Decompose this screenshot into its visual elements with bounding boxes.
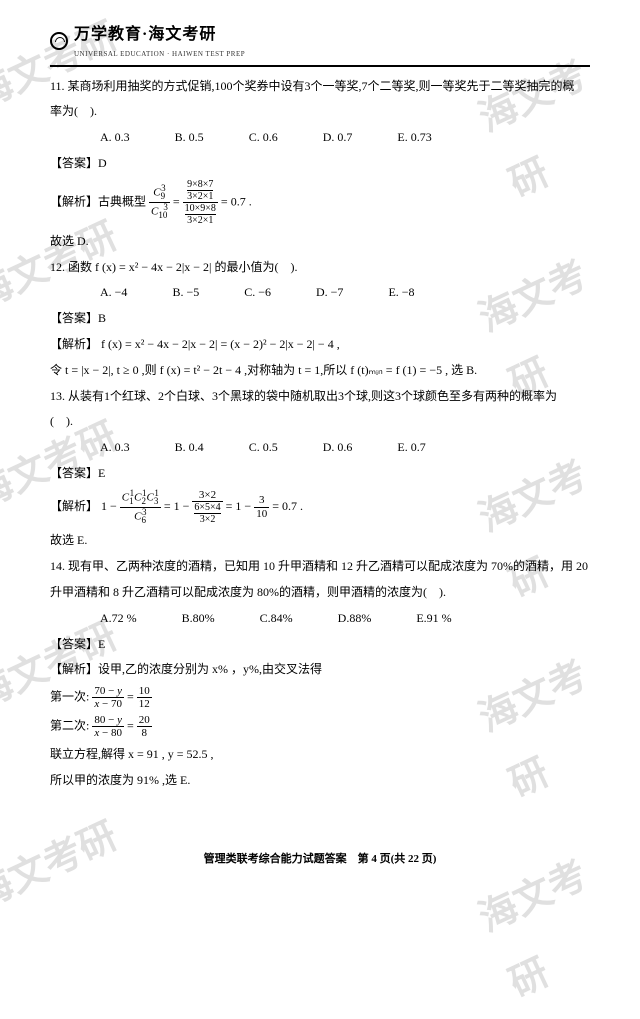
q11-expl-end: = 0.7 . — [221, 194, 252, 208]
q13-options: A. 0.3 B. 0.4 C. 0.5 D. 0.6 E. 0.7 — [50, 436, 590, 459]
q14-eq1: 第一次: 70 − yx − 70 = 1012 — [50, 685, 590, 710]
q14-final: 所以甲的浓度为 91% ,选 E. — [50, 769, 590, 792]
q14-options: A.72 % B.80% C.84% D.88% E.91 % — [50, 607, 590, 630]
q11-options: A. 0.3 B. 0.5 C. 0.6 D. 0.7 E. 0.73 — [50, 126, 590, 149]
q13-expl-end: = 0.7 . — [272, 499, 303, 513]
q12-opt-c: C. −6 — [244, 281, 271, 304]
q11-explanation: 【解析】古典概型 C93C103 = 9×8×73×2×110×9×83×2×1… — [50, 179, 590, 226]
q12-opt-d: D. −7 — [316, 281, 343, 304]
brand-logo — [50, 32, 68, 50]
q14-opt-d: D.88% — [338, 607, 372, 630]
q13-text2: ( ). — [50, 410, 590, 433]
q13-expl-label: 【解析】 — [50, 499, 98, 513]
q13-opt-a: A. 0.3 — [100, 436, 130, 459]
q14-solve: 联立方程,解得 x = 91 , y = 52.5 , — [50, 743, 590, 766]
q11-opt-c: C. 0.6 — [249, 126, 278, 149]
brand-subtitle: UNIVERSAL EDUCATION · HAIWEN TEST PREP — [74, 48, 245, 61]
q14-text: 14. 现有甲、乙两种浓度的酒精，已知用 10 升甲酒精和 12 升乙酒精可以配… — [50, 555, 590, 578]
q12-opt-a: A. −4 — [100, 281, 127, 304]
q12-options: A. −4 B. −5 C. −6 D. −7 E. −8 — [50, 281, 590, 304]
q14-line1-label: 第一次: — [50, 689, 89, 703]
q13-expl-pre: 1 − — [101, 499, 117, 513]
q13-opt-d: D. 0.6 — [323, 436, 353, 459]
q12-answer: 【答案】B — [50, 307, 590, 330]
q12-explanation: 【解析】 f (x) = x² − 4x − 2|x − 2| = (x − 2… — [50, 333, 590, 356]
q13-opt-b: B. 0.4 — [175, 436, 204, 459]
q12-opt-e: E. −8 — [388, 281, 414, 304]
q11-opt-d: D. 0.7 — [323, 126, 353, 149]
q13-conclusion: 故选 E. — [50, 529, 590, 552]
q11-text: 11. 某商场利用抽奖的方式促销,100个奖券中设有3个一等奖,7个二等奖,则一… — [50, 75, 590, 98]
q14-line2-label: 第二次: — [50, 719, 89, 733]
q14-eq2: 第二次: 80 − yx − 80 = 208 — [50, 714, 590, 739]
q14-explanation: 【解析】设甲,乙的浓度分别为 x% ，y%,由交叉法得 — [50, 658, 590, 681]
page-footer: 管理类联考综合能力试题答案 第 4 页(共 22 页) — [0, 849, 640, 870]
q14-answer: 【答案】E — [50, 633, 590, 656]
q12-opt-b: B. −5 — [172, 281, 199, 304]
q14-opt-c: C.84% — [260, 607, 293, 630]
q12-explanation2: 令 t = |x − 2|, t ≥ 0 ,则 f (x) = t² − 2t … — [50, 359, 590, 382]
q14-text2: 升甲酒精和 8 升乙酒精可以配成浓度为 80%的酒精，则甲酒精的浓度为( ). — [50, 581, 590, 604]
q11-conclusion: 故选 D. — [50, 230, 590, 253]
q13-opt-c: C. 0.5 — [249, 436, 278, 459]
q13-answer: 【答案】E — [50, 462, 590, 485]
page-header: 万学教育·海文考研 UNIVERSAL EDUCATION · HAIWEN T… — [50, 20, 590, 67]
q13-opt-e: E. 0.7 — [397, 436, 425, 459]
q14-opt-b: B.80% — [182, 607, 215, 630]
q11-expl-label: 【解析】古典概型 — [50, 194, 146, 208]
q12-text: 12. 函数 f (x) = x² − 4x − 2|x − 2| 的最小值为(… — [50, 256, 590, 279]
q13-expl-mid: = 1 − — [164, 499, 190, 513]
q11-opt-b: B. 0.5 — [175, 126, 204, 149]
q14-opt-a: A.72 % — [100, 607, 137, 630]
q13-expl-mid2: = 1 − — [226, 499, 252, 513]
q14-opt-e: E.91 % — [416, 607, 451, 630]
q11-opt-a: A. 0.3 — [100, 126, 130, 149]
brand-name: 万学教育·海文考研 — [74, 20, 245, 50]
q11-answer: 【答案】D — [50, 152, 590, 175]
q13-text: 13. 从装有1个红球、2个白球、3个黑球的袋中随机取出3个球,则这3个球颜色至… — [50, 385, 590, 408]
q11-opt-e: E. 0.73 — [397, 126, 431, 149]
q11-text2: 率为( ). — [50, 100, 590, 123]
q13-explanation: 【解析】 1 − C11C21C31C63 = 1 − 3×26×5×43×2 … — [50, 489, 590, 525]
